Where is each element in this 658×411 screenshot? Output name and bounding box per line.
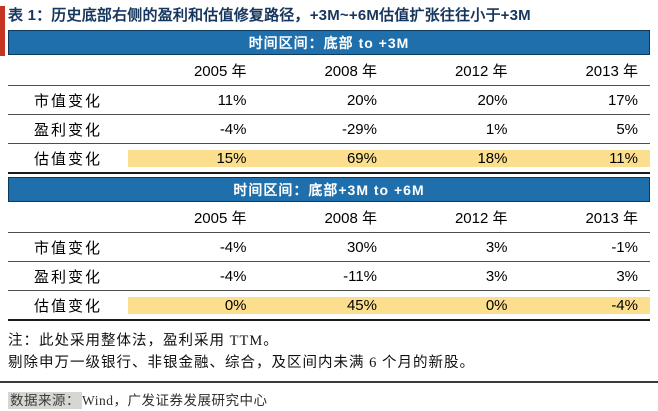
footnote-exclusions: 剔除申万一级银行、非银金融、综合，及区间内未满 6 个月的新股。 — [8, 355, 475, 371]
data-table-2: 2005 年 2008 年 2012 年 2013 年 市值变化 -4% 30%… — [8, 202, 650, 321]
period-band-2: 时间区间：底部+3M to +6M — [8, 177, 650, 202]
value-cell: 0% — [389, 296, 520, 314]
value-cell: -4% — [219, 120, 247, 138]
value-cell: -1% — [611, 238, 638, 256]
table-row: 盈利变化 -4% -11% 3% 3% — [8, 262, 650, 291]
source-divider — [0, 381, 658, 383]
title-accent-bar — [0, 6, 5, 56]
value-cell: 30% — [346, 238, 377, 256]
row-label: 盈利变化 — [34, 269, 103, 286]
data-source: 数据来源： Wind，广发证券发展研究中心 — [8, 389, 650, 409]
footnotes: 注：此处采用整体法，盈利采用 TTM。 剔除申万一级银行、非银金融、综合，及区间… — [8, 330, 650, 374]
table-row-highlighted: 估值变化 0% 45% 0% -4% — [8, 291, 650, 319]
table-row: 盈利变化 -4% -29% 1% 5% — [8, 115, 650, 144]
value-cell: 11% — [519, 149, 650, 167]
table-row-highlighted: 估值变化 15% 69% 18% 11% — [8, 144, 650, 172]
value-cell: 69% — [258, 149, 389, 167]
table-row: 市值变化 11% 20% 20% 17% — [8, 86, 650, 115]
value-cell: -11% — [343, 267, 377, 285]
value-cell: 5% — [616, 120, 638, 138]
table-row: 市值变化 -4% 30% 3% -1% — [8, 233, 650, 262]
row-label: 估值变化 — [34, 298, 103, 315]
value-cell: -4% — [219, 267, 247, 285]
value-cell: 45% — [258, 296, 389, 314]
value-cell: 18% — [389, 149, 520, 167]
value-cell: 20% — [346, 91, 377, 109]
footnote-method: 注：此处采用整体法，盈利采用 TTM。 — [8, 333, 279, 349]
value-cell: 1% — [485, 120, 508, 138]
value-cell: 3% — [485, 238, 508, 256]
column-header: 2008 年 — [324, 209, 377, 227]
column-header: 2005 年 — [193, 209, 247, 227]
value-cell: -29% — [341, 120, 377, 138]
column-header: 2013 年 — [585, 62, 638, 80]
column-header: 2013 年 — [585, 209, 638, 227]
column-header: 2005 年 — [193, 62, 247, 80]
row-label: 市值变化 — [34, 240, 103, 257]
row-label: 盈利变化 — [34, 122, 103, 139]
page-title: 表 1：历史底部右侧的盈利和估值修复路径，+3M~+6M估值扩张往往小于+3M — [8, 7, 531, 24]
value-cell: 0% — [128, 296, 259, 314]
source-text: Wind，广发证券发展研究中心 — [82, 393, 268, 408]
column-header: 2012 年 — [454, 62, 508, 80]
value-cell: 3% — [616, 267, 638, 285]
value-cell: 17% — [607, 91, 638, 109]
value-cell: 20% — [477, 91, 508, 109]
column-header: 2012 年 — [454, 209, 508, 227]
row-label: 市值变化 — [34, 93, 103, 110]
value-cell: -4% — [519, 296, 650, 314]
table-row: 2005 年 2008 年 2012 年 2013 年 — [8, 55, 650, 86]
column-header: 2008 年 — [324, 62, 377, 80]
value-cell: 11% — [217, 91, 247, 109]
data-table-1: 2005 年 2008 年 2012 年 2013 年 市值变化 11% 20%… — [8, 55, 650, 174]
table-row: 2005 年 2008 年 2012 年 2013 年 — [8, 202, 650, 233]
value-cell: -4% — [219, 238, 247, 256]
period-band-1: 时间区间：底部 to +3M — [8, 30, 650, 55]
value-cell: 15% — [128, 149, 259, 167]
row-label: 估值变化 — [34, 151, 103, 168]
value-cell: 3% — [485, 267, 508, 285]
source-label: 数据来源： — [8, 392, 82, 409]
